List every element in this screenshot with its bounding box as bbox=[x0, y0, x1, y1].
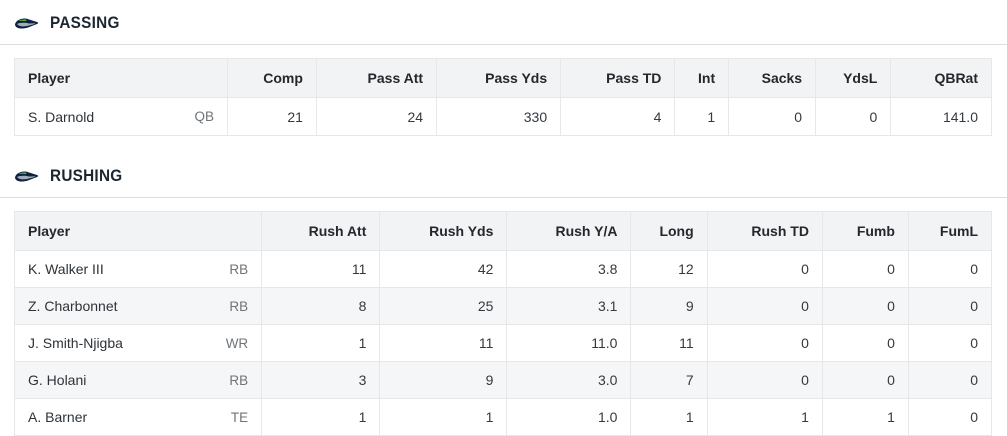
player-position: WR bbox=[225, 335, 249, 351]
column-header: Player bbox=[13, 211, 263, 251]
player-cell: J. Smith-Njigba WR bbox=[13, 324, 263, 362]
column-header: Sacks bbox=[728, 58, 817, 98]
stat-cell: 0 bbox=[815, 97, 892, 136]
rushing-table: Player Rush Att Rush Yds Rush Y/A Long Rush T… bbox=[13, 211, 993, 436]
column-header: Rush Y/A bbox=[506, 211, 632, 251]
rushing-section-title: RUSHING bbox=[50, 166, 123, 185]
player-cell: S. Darnold QB bbox=[14, 97, 228, 136]
stat-cell: 11 bbox=[379, 324, 508, 362]
table-row: K. Walker III RB 11 42 3.8 12 0 0 0 bbox=[13, 250, 993, 288]
passing-section-header: PASSING bbox=[0, 0, 1007, 45]
column-header: Pass Att bbox=[315, 58, 438, 98]
passing-section: PASSING Player Comp Pass Att Pass Yds Pass T… bbox=[0, 0, 1007, 136]
stat-cell: 0 bbox=[706, 361, 823, 399]
table-row: J. Smith-Njigba WR 1 11 11.0 11 0 0 0 bbox=[13, 324, 993, 362]
column-header: Pass Yds bbox=[436, 58, 562, 98]
rushing-section: RUSHING Player Rush Att Rush Yds Rush Y/A Lo… bbox=[0, 153, 1007, 436]
stat-cell: 1 bbox=[630, 398, 708, 436]
stat-cell: 8 bbox=[261, 287, 381, 325]
stat-cell: 1 bbox=[261, 324, 381, 362]
column-header: Comp bbox=[226, 58, 317, 98]
column-header: Rush TD bbox=[706, 211, 823, 251]
rushing-table-wrap: Player Rush Att Rush Yds Rush Y/A Long Rush T… bbox=[13, 211, 993, 436]
stat-cell: 1 bbox=[261, 398, 381, 436]
player-name[interactable]: G. Holani bbox=[28, 372, 87, 388]
table-row: A. Barner TE 1 1 1.0 1 1 1 0 bbox=[13, 398, 993, 436]
player-name[interactable]: A. Barner bbox=[28, 409, 88, 425]
stat-cell: 21 bbox=[226, 97, 317, 136]
stat-cell: 1 bbox=[379, 398, 508, 436]
stat-cell: 0 bbox=[907, 287, 993, 325]
stat-cell: 12 bbox=[630, 250, 708, 288]
player-cell: A. Barner TE bbox=[13, 398, 263, 436]
stat-cell: 1 bbox=[674, 97, 730, 136]
column-header: Rush Yds bbox=[379, 211, 508, 251]
column-header: Player bbox=[14, 58, 228, 98]
stat-cell: 0 bbox=[821, 250, 909, 288]
stat-cell: 25 bbox=[379, 287, 508, 325]
stat-cell: 3.1 bbox=[506, 287, 632, 325]
passing-table: Player Comp Pass Att Pass Yds Pass TD Int Sack… bbox=[14, 58, 992, 136]
player-name[interactable]: K. Walker III bbox=[28, 261, 104, 277]
header-row: Player Comp Pass Att Pass Yds Pass TD Int Sack… bbox=[14, 58, 992, 98]
stat-cell: 0 bbox=[907, 361, 993, 399]
stat-cell: 0 bbox=[821, 324, 909, 362]
stat-cell: 330 bbox=[436, 97, 562, 136]
stat-cell: 3 bbox=[261, 361, 381, 399]
table-row: Z. Charbonnet RB 8 25 3.1 9 0 0 0 bbox=[13, 287, 993, 325]
stat-cell: 0 bbox=[821, 361, 909, 399]
header-row: Player Rush Att Rush Yds Rush Y/A Long Rush T… bbox=[13, 211, 993, 251]
rushing-section-header: RUSHING bbox=[0, 153, 1007, 198]
column-header: Long bbox=[630, 211, 708, 251]
passing-section-title: PASSING bbox=[50, 13, 120, 32]
stat-cell: 0 bbox=[907, 324, 993, 362]
column-header: FumL bbox=[907, 211, 993, 251]
column-header: Int bbox=[674, 58, 730, 98]
stat-cell: 1 bbox=[706, 398, 823, 436]
player-name[interactable]: J. Smith-Njigba bbox=[28, 335, 123, 351]
stat-cell: 0 bbox=[728, 97, 817, 136]
seahawks-logo-icon bbox=[14, 17, 40, 30]
stat-cell: 11 bbox=[261, 250, 381, 288]
player-cell: Z. Charbonnet RB bbox=[13, 287, 263, 325]
stat-cell: 141.0 bbox=[890, 97, 992, 136]
stat-cell: 0 bbox=[706, 324, 823, 362]
player-position: TE bbox=[230, 409, 249, 425]
stat-cell: 0 bbox=[706, 287, 823, 325]
stat-cell: 7 bbox=[630, 361, 708, 399]
passing-table-wrap: Player Comp Pass Att Pass Yds Pass TD Int Sack… bbox=[14, 58, 993, 136]
column-header: YdsL bbox=[815, 58, 892, 98]
stat-cell: 1 bbox=[821, 398, 909, 436]
seahawks-logo-icon bbox=[14, 170, 40, 183]
stat-cell: 0 bbox=[907, 250, 993, 288]
stat-cell: 24 bbox=[315, 97, 438, 136]
player-name[interactable]: S. Darnold bbox=[28, 108, 95, 125]
stat-cell: 9 bbox=[379, 361, 508, 399]
player-cell: K. Walker III RB bbox=[13, 250, 263, 288]
stat-cell: 3.0 bbox=[506, 361, 632, 399]
player-position: RB bbox=[229, 372, 249, 388]
stat-cell: 0 bbox=[907, 398, 993, 436]
stat-cell: 1.0 bbox=[506, 398, 632, 436]
table-row: S. Darnold QB 21 24 330 4 1 0 0 141.0 bbox=[14, 97, 992, 136]
stat-cell: 0 bbox=[706, 250, 823, 288]
player-position: RB bbox=[229, 298, 249, 314]
stat-cell: 9 bbox=[630, 287, 708, 325]
stat-cell: 11 bbox=[630, 324, 708, 362]
column-header: Fumb bbox=[821, 211, 909, 251]
player-position: QB bbox=[194, 109, 214, 124]
player-name[interactable]: Z. Charbonnet bbox=[28, 298, 118, 314]
stat-cell: 4 bbox=[560, 97, 676, 136]
player-position: RB bbox=[229, 261, 249, 277]
stat-cell: 42 bbox=[379, 250, 508, 288]
table-row: G. Holani RB 3 9 3.0 7 0 0 0 bbox=[13, 361, 993, 399]
stat-cell: 3.8 bbox=[506, 250, 632, 288]
column-header: Pass TD bbox=[560, 58, 676, 98]
column-header: QBRat bbox=[890, 58, 992, 98]
stat-cell: 11.0 bbox=[506, 324, 632, 362]
stat-cell: 0 bbox=[821, 287, 909, 325]
player-cell: G. Holani RB bbox=[13, 361, 263, 399]
column-header: Rush Att bbox=[261, 211, 381, 251]
